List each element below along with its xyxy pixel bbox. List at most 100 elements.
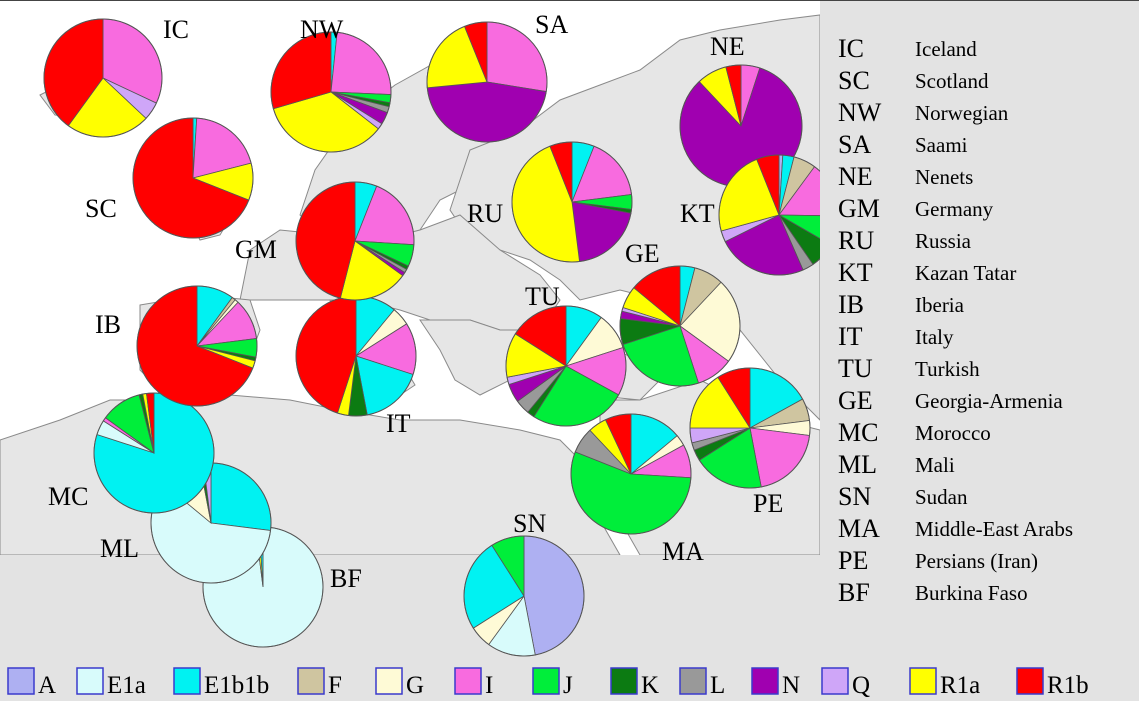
pie-it [295,295,417,417]
legend-code-ma: MA [838,514,880,543]
legend-code-tu: TU [838,354,873,383]
legend-code-sc: SC [838,66,870,95]
lower-africa [0,555,820,660]
pie-ma [570,413,692,535]
map-label-it: IT [386,409,411,438]
pie-ge [619,265,741,387]
pie-pe [689,367,811,489]
map-label-bf: BF [330,564,362,593]
pie-outline-pe [689,367,811,489]
map-label-kt: KT [680,199,715,228]
map-label-mc: MC [48,482,88,511]
legend-name-mc: Morocco [915,421,991,445]
hap-swatch-l [679,667,707,695]
pie-outline-gm [295,181,415,301]
pie-outline-sa [426,21,548,143]
hap-label-n: N [782,672,800,699]
hap-swatch-r1a [909,667,937,695]
legend-name-ne: Nenets [915,165,973,189]
map-label-sn: SN [513,509,546,538]
hap-swatch-i [454,667,482,695]
legend-code-ic: IC [838,34,864,63]
pie-ru [511,141,633,263]
pie-outline-sn [463,535,585,657]
pie-layer [43,18,840,657]
map-label-ru: RU [467,199,503,228]
pie-sc [132,117,254,239]
map-label-gm: GM [235,235,277,264]
legend-code-ru: RU [838,226,874,255]
pie-outline-mc [93,392,215,514]
pie-outline-ib [136,285,258,407]
pie-mc [93,392,215,514]
legend-panel [820,0,1139,660]
legend-name-ml: Mali [915,453,955,477]
legend-name-kt: Kazan Tatar [915,261,1016,285]
legend-name-tu: Turkish [915,357,980,381]
hap-swatch-n [751,667,779,695]
legend-code-sn: SN [838,482,871,511]
map-label-ne: NE [710,32,745,61]
pie-nw [270,31,392,153]
hap-label-l: L [710,672,725,699]
legend-code-sa: SA [838,130,871,159]
legend-name-bf: Burkina Faso [915,581,1028,605]
hap-label-r1a: R1a [940,672,980,699]
hap-swatch-f [297,667,325,695]
legend-code-pe: PE [838,546,868,575]
haplogroup-legend: A E1a E1b1b F G I J K L N Q R1a R1b [7,667,1089,699]
legend-code-nw: NW [838,98,882,127]
map-label-ic: IC [163,15,189,44]
legend-name-sn: Sudan [915,485,968,509]
legend-name-ma: Middle-East Arabs [915,517,1073,541]
map-label-layer: IC SC NW SA NE GM RU KT IB IT TU GE MC M… [48,10,783,593]
legend-name-ru: Russia [915,229,972,253]
hap-label-a: A [38,672,56,699]
hap-label-g: G [406,672,424,699]
map-label-ib: IB [95,310,121,339]
hap-swatch-a [7,667,35,695]
legend-code-ge: GE [838,386,873,415]
hap-label-i: I [485,672,493,699]
hap-swatch-g [375,667,403,695]
legend-code-bf: BF [838,578,870,607]
map-label-ge: GE [625,239,660,268]
legend-code-it: IT [838,322,863,351]
legend-code-ne: NE [838,162,873,191]
legend-code-ib: IB [838,290,864,319]
hap-label-f: F [328,672,342,699]
legend-name-gm: Germany [915,197,994,221]
pie-ib [136,285,258,407]
hap-swatch-e1a [76,667,104,695]
pie-sn [463,535,585,657]
population-legend: IC Iceland SC Scotland NW Norwegian SA Saami NE N… [0,0,1139,660]
hap-swatch-r1b [1016,667,1044,695]
hap-swatch-e1b1b [173,667,201,695]
pie-outline-nw [270,31,392,153]
legend-name-ge: Georgia-Armenia [915,389,1063,413]
map-label-nw: NW [300,15,344,44]
map-label-pe: PE [753,489,783,518]
hap-label-q: Q [852,672,870,699]
legend-name-nw: Norwegian [915,101,1009,125]
pie-outline-ic [43,18,163,138]
hap-label-j: J [563,672,573,699]
map-label-ma: MA [662,537,704,566]
pie-outline-ge [619,265,741,387]
pie-sa [426,21,548,143]
pie-outline-tu [505,305,627,427]
pie-gm [295,181,415,301]
hap-label-r1b: R1b [1047,672,1089,699]
hap-swatch-q [821,667,849,695]
map-label-tu: TU [525,282,560,311]
hap-label-k: K [641,672,659,699]
hap-label-e1b1b: E1b1b [204,672,269,699]
legend-code-ml: ML [838,450,877,479]
pie-tu [505,305,627,427]
hap-swatch-j [532,667,560,695]
pie-ic [43,18,163,138]
pie-outline-sc [132,117,254,239]
legend-name-sa: Saami [915,133,968,157]
legend-name-ic: Iceland [915,37,977,61]
